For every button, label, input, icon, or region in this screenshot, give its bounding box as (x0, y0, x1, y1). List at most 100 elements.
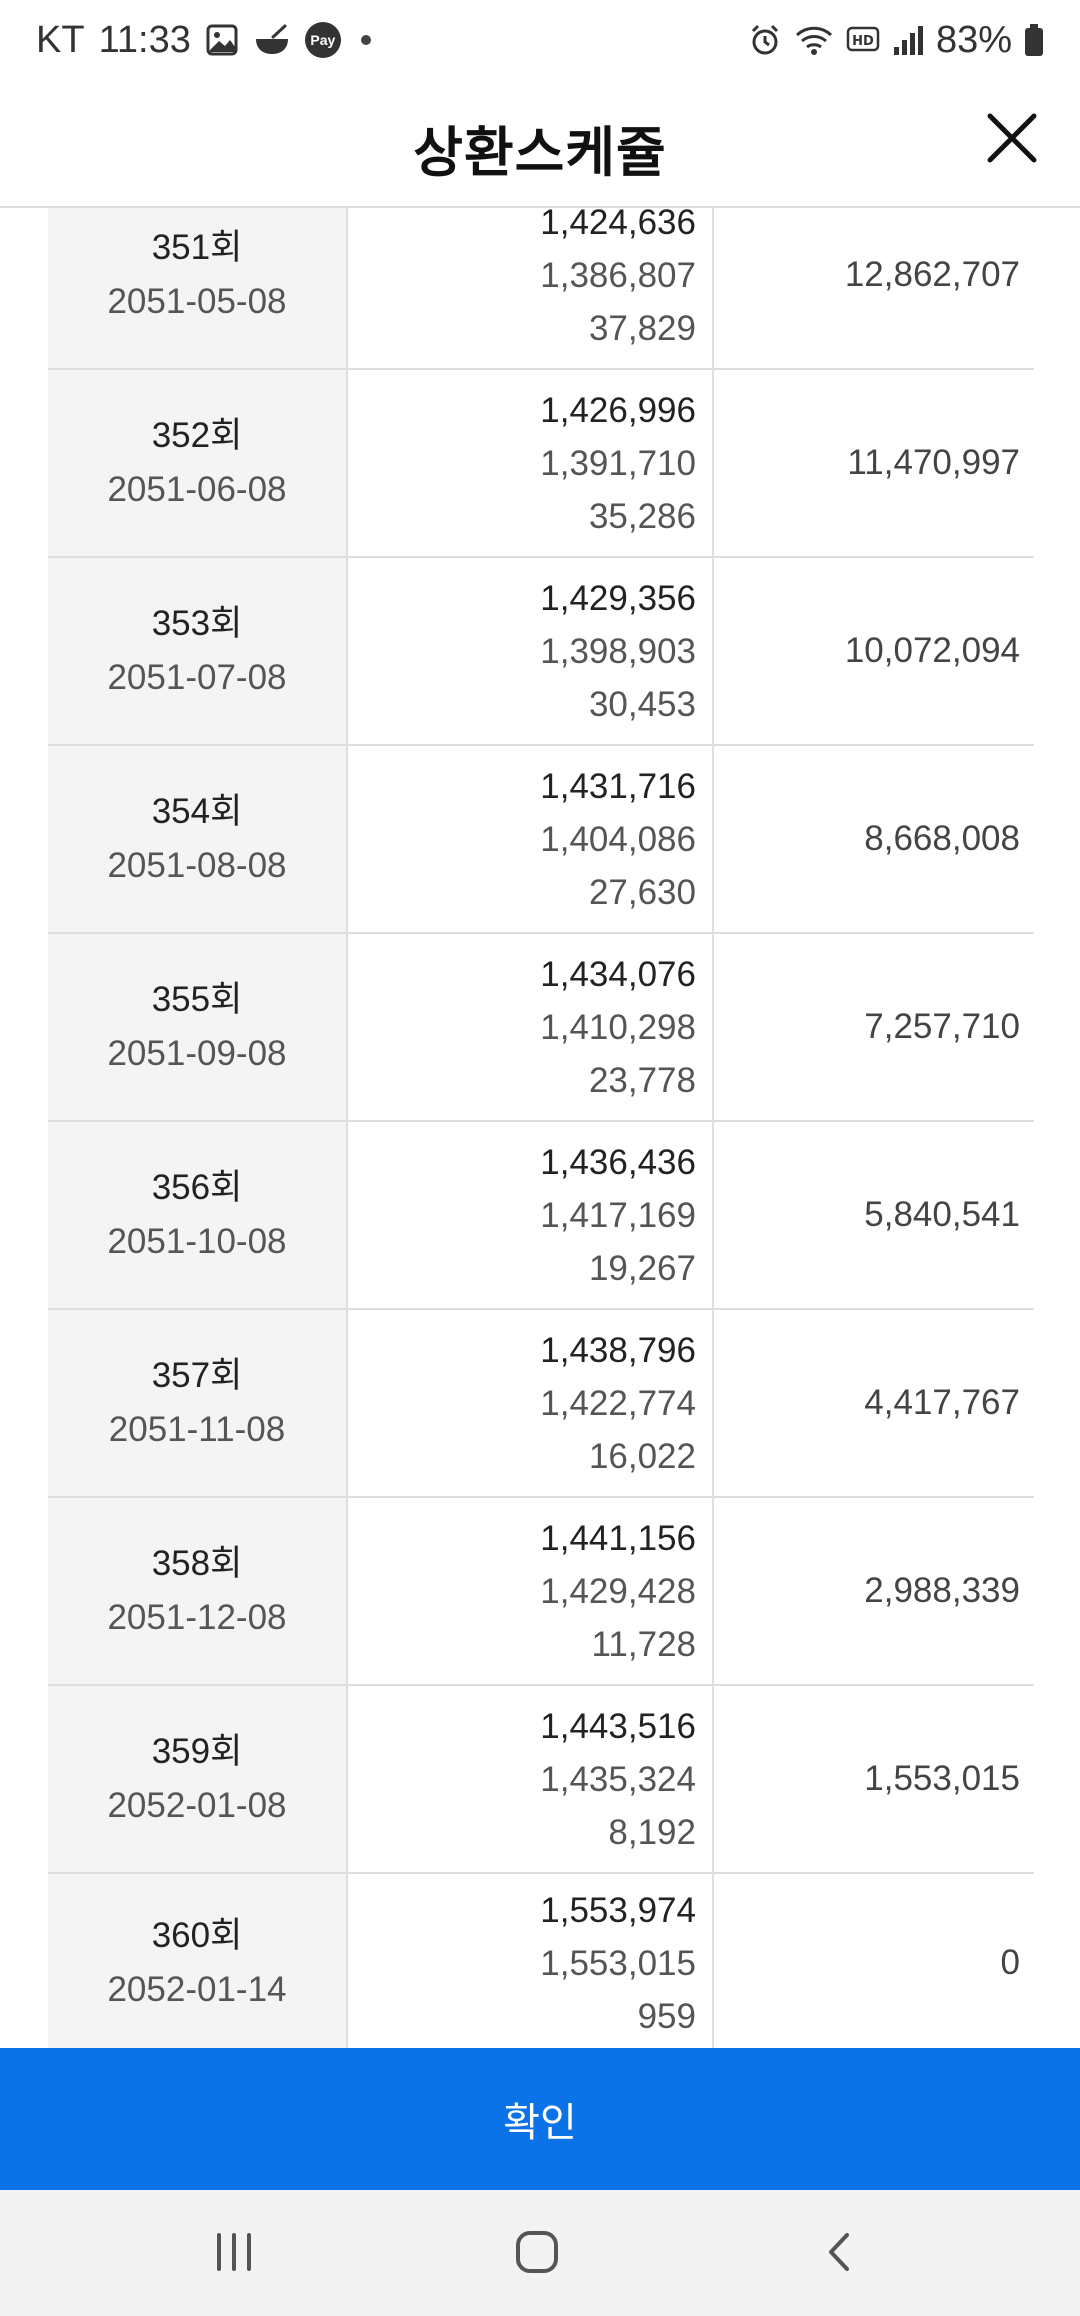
remaining-balance: 4,417,767 (864, 1383, 1020, 1422)
table-row: 352회 2051-06-08 1,426,996 1,391,710 35,286 11… (48, 370, 1034, 558)
principal-amount: 1,422,774 (540, 1383, 696, 1423)
installment-cell: 354회 2051-08-08 (48, 746, 348, 932)
payment-date: 2052-01-14 (107, 1970, 287, 2009)
remaining-balance: 11,470,997 (847, 443, 1020, 482)
payment-date: 2051-07-08 (107, 658, 287, 697)
payment-breakdown-cell: 1,441,156 1,429,428 11,728 (348, 1498, 714, 1684)
interest-amount: 8,192 (608, 1812, 696, 1852)
payment-breakdown-cell: 1,436,436 1,417,169 19,267 (348, 1122, 714, 1308)
payment-amount: 1,443,516 (540, 1706, 696, 1746)
interest-amount: 11,728 (591, 1624, 696, 1664)
svg-text:HD: HD (852, 34, 874, 49)
clock: 11:33 (98, 18, 191, 61)
principal-amount: 1,417,169 (540, 1195, 696, 1235)
installment-number: 360회 (151, 1916, 243, 1955)
installment-number: 352회 (151, 416, 243, 455)
payment-date: 2051-05-08 (107, 282, 287, 321)
payment-breakdown-cell: 1,438,796 1,422,774 16,022 (348, 1310, 714, 1496)
installment-cell: 351회 2051-05-08 (48, 208, 348, 368)
payment-amount: 1,424,636 (540, 208, 696, 242)
interest-amount: 19,267 (588, 1248, 696, 1288)
home-icon (516, 2231, 558, 2273)
table-row: 359회 2052-01-08 1,443,516 1,435,324 8,192 1,5… (48, 1686, 1034, 1874)
interest-amount: 35,286 (588, 496, 696, 536)
balance-cell: 8,668,008 (714, 746, 1034, 932)
payment-breakdown-cell: 1,431,716 1,404,086 27,630 (348, 746, 714, 932)
payment-amount: 1,436,436 (540, 1142, 696, 1182)
balance-cell: 4,417,767 (714, 1310, 1034, 1496)
installment-cell: 359회 2052-01-08 (48, 1686, 348, 1872)
status-left: KT 11:33 Pay (36, 16, 371, 64)
wifi-icon (794, 23, 834, 57)
pay-icon: Pay (304, 22, 341, 58)
back-button[interactable] (780, 2212, 900, 2292)
payment-date: 2051-08-08 (107, 846, 287, 885)
installment-cell: 356회 2051-10-08 (48, 1122, 348, 1308)
installment-number: 356회 (151, 1168, 243, 1207)
confirm-button[interactable]: 확인 (0, 2048, 1080, 2190)
payment-breakdown-cell: 1,429,356 1,398,903 30,453 (348, 558, 714, 744)
installment-number: 357회 (151, 1356, 243, 1395)
remaining-balance: 10,072,094 (844, 631, 1020, 670)
payment-date: 2051-10-08 (107, 1222, 287, 1261)
payment-amount: 1,431,716 (540, 766, 696, 806)
payment-date: 2051-09-08 (107, 1034, 287, 1073)
payment-amount: 1,553,974 (540, 1890, 696, 1930)
payment-breakdown-cell: 1,424,636 1,386,807 37,829 (348, 208, 714, 368)
table-row: 353회 2051-07-08 1,429,356 1,398,903 30,453 10… (48, 558, 1034, 746)
home-button[interactable] (477, 2212, 597, 2292)
recents-icon (217, 2233, 251, 2271)
interest-amount: 37,829 (588, 308, 696, 348)
page-title: 상환스케쥴 (413, 123, 667, 183)
system-nav-bar (0, 2190, 1080, 2316)
signal-icon (892, 23, 924, 57)
battery-percent: 83% (935, 18, 1012, 61)
payment-date: 2051-06-08 (107, 470, 287, 509)
installment-number: 359회 (151, 1732, 243, 1771)
balance-cell: 10,072,094 (714, 558, 1034, 744)
principal-amount: 1,429,428 (540, 1571, 696, 1611)
balance-cell: 0 (714, 1874, 1034, 2048)
remaining-balance: 1,553,015 (864, 1759, 1020, 1798)
interest-amount: 30,453 (588, 684, 696, 724)
close-button[interactable] (980, 106, 1044, 170)
table-row: 354회 2051-08-08 1,431,716 1,404,086 27,630 8,… (48, 746, 1034, 934)
installment-number: 354회 (151, 792, 243, 831)
installment-cell: 360회 2052-01-14 (48, 1874, 348, 2048)
payment-breakdown-cell: 1,553,974 1,553,015 959 (348, 1874, 714, 2048)
back-icon (829, 2233, 849, 2271)
battery-icon (1024, 23, 1044, 57)
table-row: 358회 2051-12-08 1,441,156 1,429,428 11,728 2,… (48, 1498, 1034, 1686)
interest-amount: 16,022 (588, 1436, 696, 1476)
remaining-balance: 2,988,339 (864, 1571, 1020, 1610)
status-right: HD 83% (748, 16, 1044, 64)
payment-amount: 1,438,796 (540, 1330, 696, 1370)
remaining-balance: 12,862,707 (844, 255, 1020, 294)
alarm-icon (748, 23, 782, 57)
interest-amount: 27,630 (588, 872, 696, 912)
principal-amount: 1,435,324 (540, 1759, 696, 1799)
installment-cell: 352회 2051-06-08 (48, 370, 348, 556)
installment-cell: 357회 2051-11-08 (48, 1310, 348, 1496)
principal-amount: 1,410,298 (540, 1007, 696, 1047)
installment-cell: 353회 2051-07-08 (48, 558, 348, 744)
payment-date: 2052-01-08 (107, 1786, 287, 1825)
principal-amount: 1,398,903 (540, 631, 696, 671)
interest-amount: 959 (637, 1996, 696, 2036)
table-row: 360회 2052-01-14 1,553,974 1,553,015 959 0 (48, 1874, 1034, 2048)
payment-amount: 1,426,996 (540, 390, 696, 430)
balance-cell: 12,862,707 (714, 208, 1034, 368)
remaining-balance: 8,668,008 (864, 819, 1020, 858)
app-header: 상환스케쥴 (0, 80, 1080, 208)
principal-amount: 1,553,015 (540, 1943, 696, 1983)
schedule-table[interactable]: 351회 2051-05-08 1,424,636 1,386,807 37,829 12… (0, 208, 1080, 2048)
remaining-balance: 7,257,710 (864, 1007, 1020, 1046)
balance-cell: 1,553,015 (714, 1686, 1034, 1872)
installment-number: 358회 (151, 1544, 243, 1583)
recents-button[interactable] (174, 2212, 294, 2292)
status-bar: KT 11:33 Pay HD 83% (0, 0, 1080, 80)
installment-number: 355회 (151, 980, 243, 1019)
close-icon (987, 113, 1037, 163)
principal-amount: 1,386,807 (540, 255, 696, 295)
payment-breakdown-cell: 1,434,076 1,410,298 23,778 (348, 934, 714, 1120)
